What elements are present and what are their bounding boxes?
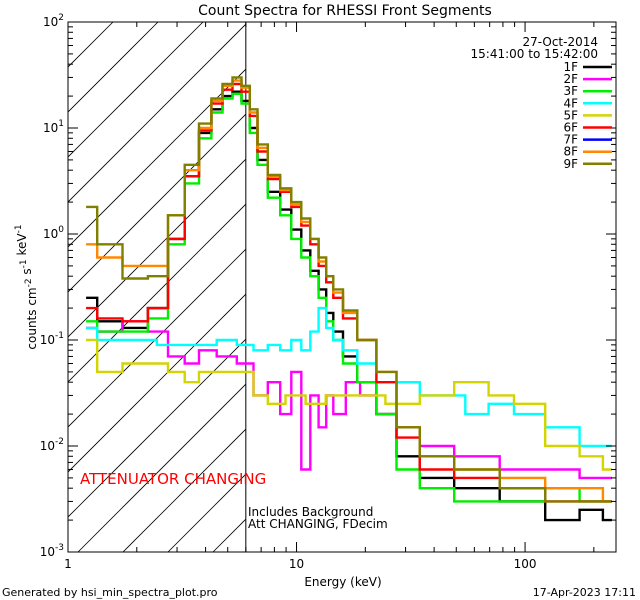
legend-label-5F: 5F (563, 108, 578, 122)
generated-by-label: Generated by hsi_min_spectra_plot.pro (2, 586, 218, 599)
hatch-line (122, 428, 246, 552)
hatch-line (68, 22, 159, 113)
series-2F (86, 320, 612, 480)
x-axis-label: Energy (keV) (304, 575, 381, 589)
x-axis: 1 10 100 (64, 22, 595, 571)
legend-label-7F: 7F (563, 133, 578, 147)
y-tick-label: 10-2 (40, 437, 64, 453)
legend-label-8F: 8F (563, 145, 578, 159)
legend-label-2F: 2F (563, 72, 578, 86)
hatch-line (68, 158, 246, 338)
y-tick-label: 100 (43, 225, 64, 241)
y-tick-label: 102 (43, 13, 64, 29)
y-axis: 10-3 10-2 10-1 100 101 102 (40, 13, 616, 559)
attenuator-hatched-region (68, 22, 246, 552)
hatch-line (68, 338, 246, 518)
x-tick-label: 100 (514, 557, 537, 571)
attenuator-note: Att CHANGING, FDecim (248, 517, 388, 531)
legend-label-3F: 3F (563, 84, 578, 98)
background-note: Includes Background (248, 505, 373, 519)
hatch-line (68, 113, 246, 293)
series-layer (86, 76, 612, 522)
legend-label-9F: 9F (563, 157, 578, 171)
series-4F (86, 306, 612, 448)
legend-label-6F: 6F (563, 121, 578, 135)
time-range-label: 15:41:00 to 15:42:00 (471, 47, 598, 61)
attenuator-changing-label: ATTENUATOR CHANGING (80, 470, 266, 488)
x-tick-label: 1 (64, 557, 72, 571)
legend-label-1F: 1F (563, 60, 578, 74)
hatch-line (77, 383, 246, 552)
chart-title: Count Spectra for RHESSI Front Segments (198, 3, 492, 19)
series-5F (86, 338, 612, 471)
y-tick-label: 10-1 (40, 331, 64, 347)
y-axis-label: counts cm-2 s-1 keV-1 (14, 224, 39, 349)
legend-label-4F: 4F (563, 96, 578, 110)
hatch-line (68, 23, 246, 203)
plot-frame (67, 21, 617, 553)
series-3F (86, 92, 612, 503)
y-tick-label: 10-3 (40, 543, 64, 559)
series-9F (86, 76, 612, 503)
y-tick-label: 101 (43, 119, 64, 135)
hatch-line (68, 203, 246, 383)
hatch-line (68, 248, 246, 428)
x-tick-label: 10 (289, 557, 304, 571)
hatch-line (68, 68, 246, 248)
hatch-line (68, 293, 246, 473)
timestamp-label: 17-Apr-2023 17:11 (533, 586, 636, 599)
date-label: 27-Oct-2014 (522, 35, 598, 49)
hatch-line (68, 22, 204, 158)
